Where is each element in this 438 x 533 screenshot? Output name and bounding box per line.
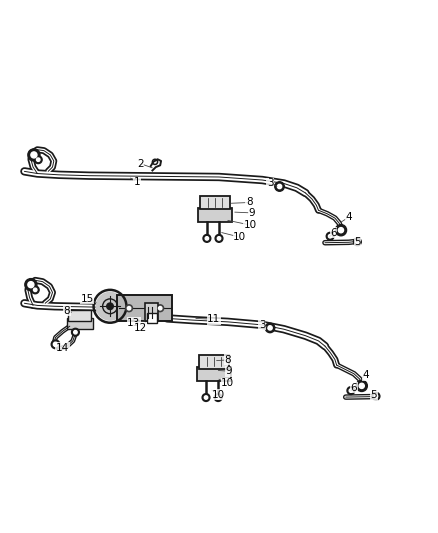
Circle shape bbox=[36, 158, 40, 161]
Circle shape bbox=[216, 396, 220, 399]
FancyBboxPatch shape bbox=[147, 313, 157, 322]
Text: 10: 10 bbox=[212, 390, 225, 400]
Text: 10: 10 bbox=[221, 378, 234, 388]
Circle shape bbox=[356, 380, 367, 391]
Text: 12: 12 bbox=[134, 323, 147, 333]
FancyBboxPatch shape bbox=[68, 310, 92, 321]
Text: 14: 14 bbox=[56, 343, 69, 353]
Text: 3: 3 bbox=[259, 320, 265, 330]
Text: 10: 10 bbox=[244, 220, 257, 230]
Text: 3: 3 bbox=[267, 179, 273, 189]
Circle shape bbox=[33, 288, 37, 292]
Circle shape bbox=[328, 235, 332, 238]
Circle shape bbox=[347, 387, 355, 394]
Circle shape bbox=[28, 149, 40, 161]
Circle shape bbox=[338, 228, 343, 233]
Circle shape bbox=[265, 323, 275, 333]
Text: 11: 11 bbox=[207, 314, 220, 324]
Circle shape bbox=[275, 182, 284, 191]
Circle shape bbox=[326, 232, 334, 240]
Text: 6: 6 bbox=[330, 228, 337, 238]
Text: 8: 8 bbox=[64, 305, 70, 316]
FancyBboxPatch shape bbox=[198, 208, 232, 222]
FancyBboxPatch shape bbox=[145, 303, 159, 321]
Text: 4: 4 bbox=[363, 370, 369, 381]
Text: 8: 8 bbox=[246, 198, 253, 207]
Circle shape bbox=[157, 305, 164, 312]
Text: 4: 4 bbox=[346, 212, 352, 222]
Text: 9: 9 bbox=[248, 208, 255, 218]
Circle shape bbox=[205, 237, 208, 240]
Text: 6: 6 bbox=[350, 383, 357, 393]
Circle shape bbox=[127, 306, 131, 310]
Circle shape bbox=[28, 281, 34, 288]
Circle shape bbox=[356, 240, 359, 244]
Circle shape bbox=[215, 235, 223, 243]
Circle shape bbox=[268, 326, 272, 330]
FancyBboxPatch shape bbox=[199, 355, 229, 368]
Circle shape bbox=[53, 342, 58, 346]
Circle shape bbox=[203, 235, 211, 243]
Circle shape bbox=[71, 328, 79, 336]
Text: 5: 5 bbox=[371, 390, 377, 400]
FancyBboxPatch shape bbox=[117, 295, 172, 321]
Text: 5: 5 bbox=[354, 237, 361, 247]
Circle shape bbox=[159, 306, 162, 310]
Circle shape bbox=[217, 237, 221, 240]
Circle shape bbox=[277, 184, 282, 189]
FancyBboxPatch shape bbox=[197, 367, 231, 381]
Circle shape bbox=[96, 293, 124, 320]
Circle shape bbox=[25, 279, 37, 290]
Circle shape bbox=[51, 340, 60, 349]
Circle shape bbox=[74, 330, 77, 334]
Circle shape bbox=[204, 396, 208, 399]
Text: 15: 15 bbox=[81, 294, 94, 304]
Circle shape bbox=[31, 152, 37, 158]
Circle shape bbox=[34, 156, 42, 164]
Text: 10: 10 bbox=[233, 232, 246, 242]
Text: 8: 8 bbox=[224, 355, 231, 365]
Circle shape bbox=[214, 394, 222, 401]
Text: 2: 2 bbox=[137, 159, 144, 168]
Circle shape bbox=[336, 224, 346, 236]
Circle shape bbox=[372, 392, 380, 400]
Circle shape bbox=[126, 305, 133, 312]
Text: 13: 13 bbox=[127, 318, 141, 328]
Circle shape bbox=[359, 383, 364, 389]
Text: 1: 1 bbox=[134, 177, 140, 187]
FancyBboxPatch shape bbox=[200, 196, 230, 209]
Circle shape bbox=[349, 389, 353, 392]
Circle shape bbox=[32, 286, 39, 294]
Circle shape bbox=[107, 303, 113, 310]
Text: 9: 9 bbox=[225, 366, 232, 376]
Circle shape bbox=[353, 238, 361, 246]
Circle shape bbox=[374, 394, 378, 398]
FancyBboxPatch shape bbox=[67, 318, 93, 329]
Circle shape bbox=[202, 394, 210, 401]
